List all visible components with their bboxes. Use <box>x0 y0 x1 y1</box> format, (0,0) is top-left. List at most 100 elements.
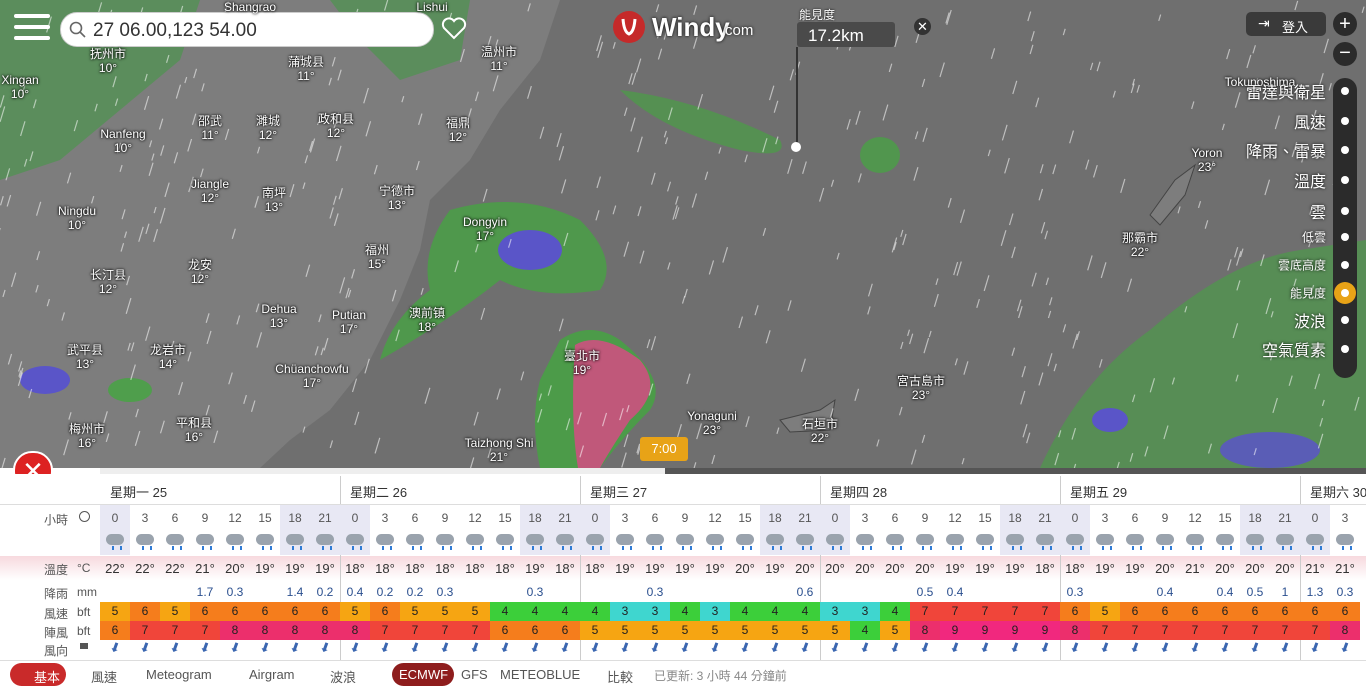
streak <box>612 205 617 215</box>
login-button[interactable]: 登入 ⇥ <box>1246 12 1326 36</box>
streak <box>309 138 316 153</box>
layer-item[interactable]: 雲 <box>1309 205 1326 222</box>
streak <box>1040 222 1046 234</box>
streak <box>224 128 230 141</box>
model-active-bg[interactable] <box>392 663 454 686</box>
streak <box>480 307 486 320</box>
city-name: Tokunoshima <box>1224 75 1296 89</box>
city-name: Lishui <box>416 0 448 14</box>
tab[interactable]: Meteogram <box>146 667 212 682</box>
model[interactable]: 比較 <box>607 670 634 685</box>
layer-item[interactable]: 能見度 <box>1289 286 1326 301</box>
streak <box>126 275 131 286</box>
layer-item[interactable]: 低雲 <box>1301 230 1326 245</box>
temp: 20° <box>855 561 875 576</box>
layer-icon[interactable] <box>1334 80 1356 102</box>
timeline[interactable] <box>100 468 1366 474</box>
layer-item[interactable]: 空氣質素 <box>1261 343 1326 360</box>
streak <box>1069 130 1075 144</box>
streak <box>127 342 131 351</box>
day-divider <box>820 476 821 660</box>
rain-area <box>620 90 782 154</box>
city-name: Taizhong Shi <box>464 436 534 450</box>
row-unit: bft <box>77 605 91 619</box>
tab[interactable]: 風速 <box>91 670 118 685</box>
layer-icon[interactable] <box>1334 139 1356 161</box>
favorite-button[interactable] <box>441 17 467 41</box>
layer-icon[interactable] <box>1334 309 1356 331</box>
gust-cell: 7 <box>130 621 160 640</box>
hour: 3 <box>861 511 869 525</box>
hour: 12 <box>228 511 242 525</box>
rain: 0.2 <box>406 585 424 599</box>
layer-item[interactable]: 雷達與衛星 <box>1245 85 1326 102</box>
gust-cell: 5 <box>580 621 610 640</box>
streak <box>686 373 691 385</box>
streak <box>1020 390 1026 405</box>
weather-icon <box>1126 534 1144 545</box>
city-name: 武平县 <box>66 343 104 357</box>
model[interactable]: METEOBLUE <box>500 667 581 682</box>
streak <box>1018 306 1023 319</box>
streak <box>1270 344 1276 361</box>
day-header: 星期四 28 <box>830 485 888 500</box>
layer-icon[interactable] <box>1334 110 1356 132</box>
streak <box>63 439 69 456</box>
layer-icon[interactable] <box>1334 338 1356 360</box>
menu-button[interactable] <box>14 14 50 42</box>
streak <box>18 361 23 372</box>
city-temp: 15° <box>367 257 387 271</box>
weather-icon <box>286 534 304 545</box>
rain-drops <box>682 546 692 550</box>
layer-icon[interactable] <box>1334 282 1356 304</box>
streak <box>103 411 108 424</box>
gust-cell: 7 <box>190 621 220 640</box>
streak <box>196 271 201 284</box>
zoom-in[interactable]: + <box>1333 12 1357 36</box>
tab[interactable]: 基本 <box>34 670 61 685</box>
map[interactable] <box>0 0 1366 468</box>
weather-icon <box>376 534 394 545</box>
zoom-out[interactable]: − <box>1333 42 1357 66</box>
model[interactable]: ECMWF <box>399 667 449 682</box>
tab[interactable]: Airgram <box>249 667 295 682</box>
rain-drops <box>1282 546 1292 550</box>
streak <box>1158 14 1162 22</box>
streak <box>337 69 342 81</box>
streak <box>191 113 197 126</box>
streak <box>637 206 642 217</box>
streak <box>1004 157 1010 174</box>
streak <box>963 361 969 375</box>
rain-drops <box>742 546 752 550</box>
tab-active-bg[interactable] <box>10 663 66 686</box>
rain: 0.4 <box>946 585 964 599</box>
search-box[interactable]: 27 06.00,123 54.00 <box>60 12 434 47</box>
weather-icon <box>496 534 514 545</box>
streak <box>466 108 472 122</box>
wind-cell: 4 <box>760 602 790 621</box>
model[interactable]: GFS <box>461 667 488 682</box>
popup-close[interactable]: ✕ <box>914 18 931 35</box>
wind-cell: 6 <box>1330 602 1360 621</box>
weather-icon <box>406 534 424 545</box>
layer-icon[interactable] <box>1334 226 1356 248</box>
layer-item[interactable]: 波浪 <box>1293 314 1326 331</box>
layer-item[interactable]: 溫度 <box>1293 174 1326 191</box>
wind-cell: 6 <box>1210 602 1240 621</box>
layer-item[interactable]: 降雨、雷暴 <box>1245 144 1326 161</box>
tab[interactable]: 波浪 <box>330 670 357 685</box>
streak <box>114 98 119 107</box>
layer-icon[interactable] <box>1334 169 1356 191</box>
layer-icon[interactable] <box>1334 254 1356 276</box>
time-marker[interactable]: 7:00 <box>640 437 688 461</box>
popup-dot <box>791 142 801 152</box>
layer-icon[interactable] <box>1334 200 1356 222</box>
rain: 0.2 <box>376 585 394 599</box>
streak <box>1029 44 1034 55</box>
layer-item[interactable]: 風速 <box>1293 115 1326 132</box>
streak <box>558 318 564 332</box>
temp: 19° <box>705 561 725 576</box>
layer-item[interactable]: 雲底高度 <box>1277 258 1326 273</box>
island <box>1149 163 1196 226</box>
night-shade <box>1240 505 1270 555</box>
